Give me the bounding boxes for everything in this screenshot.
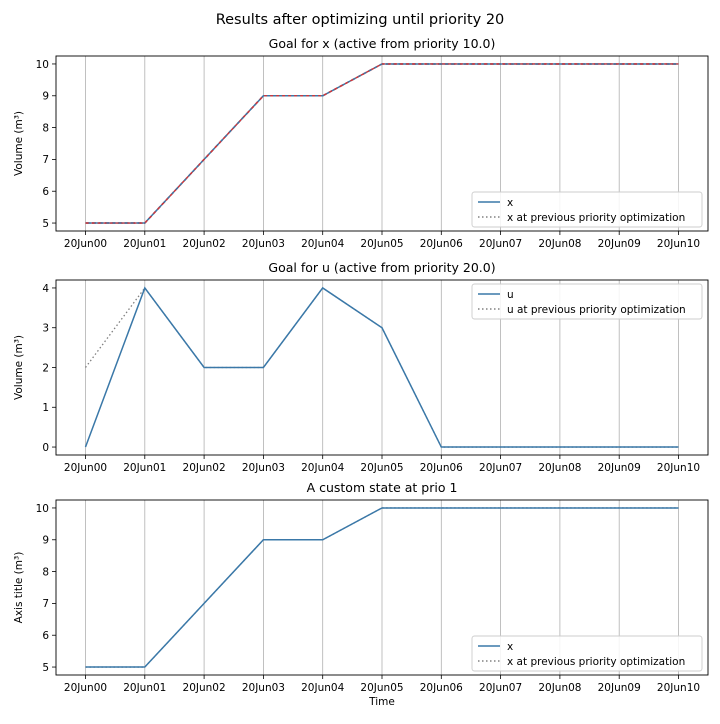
x-tick-label: 20Jun07	[479, 238, 522, 250]
y-tick-label: 10	[36, 503, 49, 515]
x-tick-label: 20Jun09	[598, 238, 641, 250]
series-line-x	[85, 507, 679, 668]
legend-label: u at previous priority optimization	[507, 304, 686, 316]
x-tick-label: 20Jun02	[183, 238, 226, 250]
figure-title: Results after optimizing until priority …	[215, 12, 505, 28]
x-tick-label: 20Jun02	[183, 682, 226, 694]
x-tick-label: 20Jun08	[538, 238, 581, 250]
x-tick-label: 20Jun10	[657, 462, 700, 474]
x-tick-label: 20Jun03	[242, 238, 285, 250]
y-tick-label: 6	[42, 186, 49, 198]
x-axis-label: Time	[368, 696, 395, 708]
legend: x x at previous priority optimization	[471, 191, 703, 228]
y-tick-label: 8	[42, 566, 49, 578]
x-tick-label: 20Jun08	[538, 682, 581, 694]
chart-title: A custom state at prio 1	[307, 480, 458, 495]
y-tick-label: 9	[42, 91, 49, 103]
x-tick-label: 20Jun06	[420, 238, 463, 250]
legend-label: x	[507, 197, 513, 209]
legend-box	[471, 191, 703, 228]
x-tick-label: 20Jun04	[301, 682, 344, 694]
chart-panel-1: 20Jun00 20Jun01 20Jun02 20Jun03 20Jun04 20Jun…	[13, 36, 709, 250]
y-tick-label: 1	[42, 402, 49, 414]
series-line-u	[84, 286, 679, 448]
legend-label: x at previous priority optimization	[507, 656, 685, 668]
y-tick-label: 7	[42, 154, 49, 166]
legend-label: u	[507, 289, 514, 301]
legend-label: x at previous priority optimization	[507, 212, 685, 224]
chart-title: Goal for x (active from priority 10.0)	[269, 36, 496, 51]
x-tick-label: 20Jun01	[123, 682, 166, 694]
x-tick-label: 20Jun09	[598, 462, 641, 474]
y-tick-label: 3	[42, 323, 49, 335]
legend-label: x	[507, 641, 513, 653]
y-tick-label: 6	[42, 630, 49, 642]
x-tick-label: 20Jun01	[123, 462, 166, 474]
chart-panel-2: 20Jun00 20Jun01 20Jun02 20Jun03 20Jun04 20Jun…	[13, 260, 709, 474]
x-tick-label: 20Jun05	[360, 682, 403, 694]
x-tick-label: 20Jun05	[360, 238, 403, 250]
x-tick-label: 20Jun06	[420, 462, 463, 474]
y-tick-label: 2	[42, 362, 49, 374]
x-tick-label: 20Jun10	[657, 682, 700, 694]
legend-box	[471, 635, 703, 672]
y-tick-label: 8	[42, 122, 49, 134]
x-tick-label: 20Jun04	[301, 238, 344, 250]
x-tick-label: 20Jun10	[657, 238, 700, 250]
legend: u u at previous priority optimization	[471, 283, 703, 320]
y-tick-label: 5	[42, 218, 49, 230]
x-tick-label: 20Jun05	[360, 462, 403, 474]
legend-box	[471, 283, 703, 320]
x-tick-label: 20Jun07	[479, 462, 522, 474]
y-tick-label: 4	[42, 283, 49, 295]
x-tick-label: 20Jun06	[420, 682, 463, 694]
chart-panel-3: 20Jun00 20Jun01 20Jun02 20Jun03 20Jun04 20Jun…	[13, 480, 709, 708]
legend: x x at previous priority optimization	[471, 635, 703, 672]
x-tick-label: 20Jun04	[301, 462, 344, 474]
x-tick-label: 20Jun07	[479, 682, 522, 694]
x-tick-label: 20Jun03	[242, 682, 285, 694]
y-axis-label: Volume (m³)	[13, 335, 25, 400]
y-tick-label: 10	[36, 59, 49, 71]
x-tick-label: 20Jun00	[64, 462, 107, 474]
y-tick-label: 9	[42, 535, 49, 547]
x-tick-label: 20Jun08	[538, 462, 581, 474]
y-tick-label: 7	[42, 598, 49, 610]
y-axis-label: Volume (m³)	[13, 111, 25, 176]
y-tick-label: 0	[42, 442, 49, 454]
y-axis-label: Axis title (m³)	[13, 552, 25, 624]
x-tick-label: 20Jun03	[242, 462, 285, 474]
y-tick-label: 5	[42, 662, 49, 674]
x-tick-label: 20Jun09	[598, 682, 641, 694]
series-line-x	[85, 63, 679, 224]
x-tick-label: 20Jun00	[64, 682, 107, 694]
x-tick-label: 20Jun02	[183, 462, 226, 474]
chart-title: Goal for u (active from priority 20.0)	[268, 260, 495, 275]
x-tick-label: 20Jun01	[123, 238, 166, 250]
x-tick-label: 20Jun00	[64, 238, 107, 250]
